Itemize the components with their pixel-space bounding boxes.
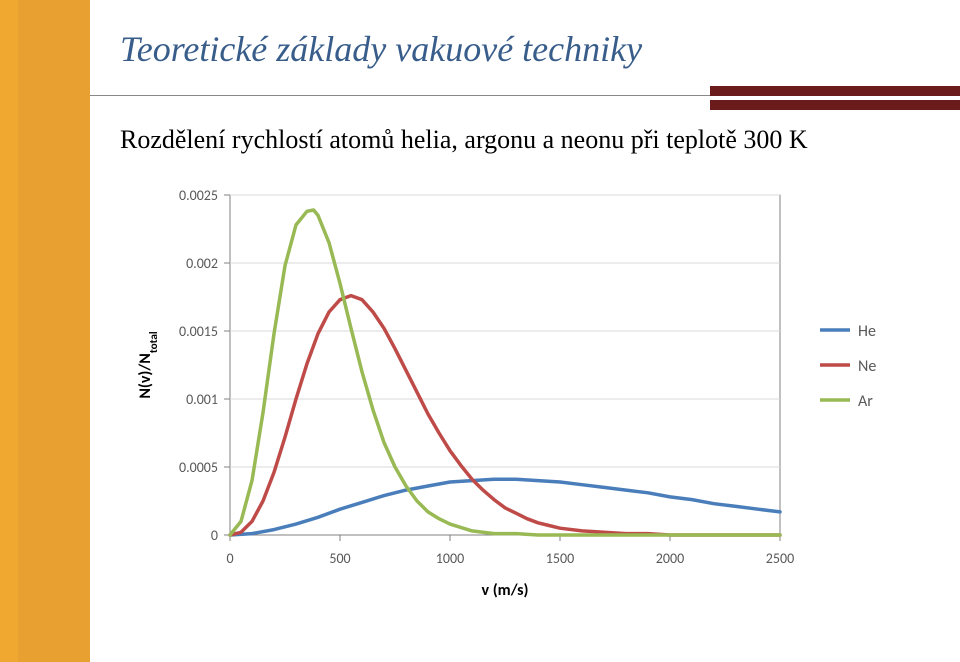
slide-stage: Teoretické základy vakuové techniky Rozd… <box>0 0 960 662</box>
legend-label-He: He <box>858 322 876 341</box>
sidebar-stripe-outer <box>0 0 18 662</box>
chart-svg: 0 0.0005 0.001 0.0015 0.002 0.0025 0 500 1000 150… <box>120 185 940 640</box>
ytick-label: 0.0025 <box>179 187 218 204</box>
accent-bar-1 <box>710 86 960 96</box>
xtick-label: 1500 <box>546 550 574 567</box>
ytick-label: 0.0015 <box>179 323 218 340</box>
ytick-label: 0 <box>211 527 218 544</box>
y-axis-label: N(v)/Ntotal <box>136 331 161 399</box>
plot-border <box>230 195 780 535</box>
legend-label-Ar: Ar <box>858 392 873 411</box>
series-Ar <box>230 210 780 535</box>
xtick-label: 1000 <box>436 550 464 567</box>
page-title: Teoretické základy vakuové techniky <box>120 28 642 70</box>
xtick-label: 2000 <box>656 550 684 567</box>
xtick-label: 500 <box>329 550 350 567</box>
ytick-label: 0.001 <box>186 391 218 408</box>
ytick-label: 0.002 <box>186 255 218 272</box>
xtick-label: 0 <box>226 550 233 567</box>
title-accent-bars <box>710 86 960 110</box>
content-area: Teoretické základy vakuové techniky Rozd… <box>90 0 960 662</box>
xtick-label: 2500 <box>766 550 794 567</box>
accent-bar-2 <box>710 100 960 110</box>
distribution-chart: 0 0.0005 0.001 0.0015 0.002 0.0025 0 500 1000 150… <box>120 185 940 640</box>
sidebar-stripe-inner <box>18 0 90 662</box>
chart-description: Rozdělení rychlostí atomů helia, argonu … <box>120 125 808 155</box>
ytick-label: 0.0005 <box>179 459 218 476</box>
legend-label-Ne: Ne <box>858 357 876 376</box>
x-axis-label: v (m/s) <box>482 581 529 600</box>
